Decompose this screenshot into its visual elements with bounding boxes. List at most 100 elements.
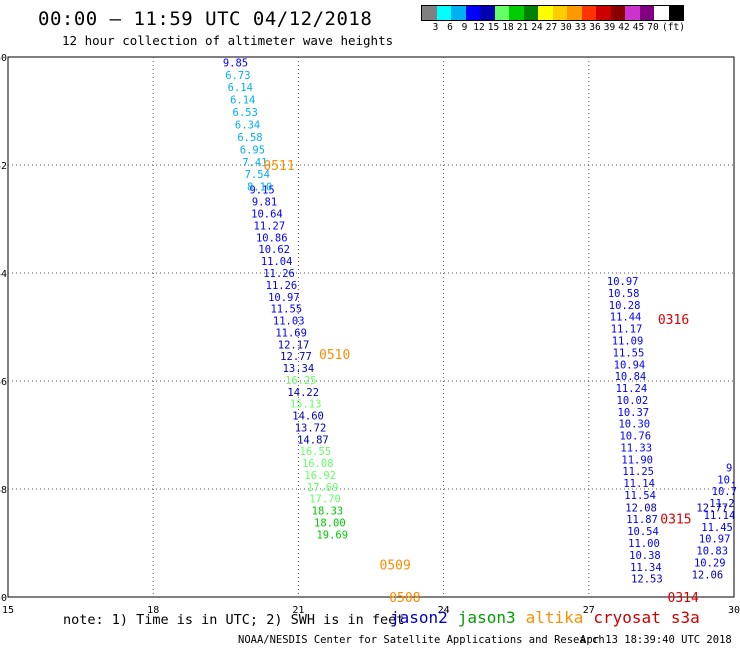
- wave-height-label: 11.03: [273, 316, 305, 328]
- wave-height-label: 17.70: [309, 494, 341, 506]
- color-swatch: [480, 6, 495, 20]
- color-scale-label: 42: [618, 22, 630, 33]
- wave-height-label: 11.25: [622, 466, 654, 478]
- wave-height-label: 12.06: [692, 569, 724, 581]
- color-swatch: [422, 6, 437, 20]
- wave-height-label: 9.81: [252, 197, 277, 209]
- color-swatch: [465, 6, 480, 20]
- wave-height-label: 19.69: [316, 529, 348, 541]
- wave-height-label: 10.37: [618, 407, 650, 419]
- color-scale-label: 15: [487, 22, 500, 33]
- wave-height-label: 12.77: [696, 502, 728, 514]
- wave-height-label: 11.54: [624, 490, 656, 502]
- y-tick-label: -42: [0, 161, 7, 172]
- wave-height-label: 11.69: [275, 327, 307, 339]
- color-scale-label: 39: [603, 22, 616, 33]
- wave-height-label: 9: [726, 462, 732, 474]
- x-tick-label: 24: [438, 605, 450, 616]
- color-swatch: [668, 6, 683, 20]
- color-swatch: [509, 6, 524, 20]
- wave-height-label: 10.38: [629, 550, 661, 562]
- color-scale-label: 30: [560, 22, 572, 33]
- color-swatch: [581, 6, 596, 20]
- pass-time-label: 0314: [668, 591, 699, 606]
- color-scale-labels: 3 6 9 12 15 18 21 24 27 30 33 36 39 42 45 70 (ft): [421, 22, 740, 34]
- wave-height-label: 12.53: [631, 574, 663, 586]
- wave-height-label: 10.94: [614, 359, 646, 371]
- color-scale-label: 9: [461, 22, 468, 33]
- pass-time-label: 0316: [658, 313, 689, 328]
- color-scale-label: 36: [589, 22, 601, 33]
- wave-height-label: 16.92: [304, 470, 336, 482]
- color-scale-label: 18: [502, 22, 514, 33]
- y-tick-label: -40: [0, 53, 7, 64]
- wave-height-label: 10.97: [268, 292, 300, 304]
- wave-height-label: 11.55: [613, 347, 645, 359]
- wave-height-label: 10.76: [619, 431, 651, 443]
- color-scale-bar: [421, 5, 684, 21]
- y-tick-label: -44: [0, 269, 7, 280]
- color-swatch: [625, 6, 640, 20]
- wave-height-label: 6.53: [233, 107, 258, 119]
- wave-height-label: 10.: [717, 474, 736, 486]
- wave-height-label: 7.41: [242, 157, 267, 169]
- wave-height-label: 12.17: [278, 339, 310, 351]
- color-swatch: [494, 6, 509, 20]
- wave-height-label: 18.33: [312, 506, 344, 518]
- wave-height-label: 9.85: [223, 57, 248, 69]
- color-scale-label: 45: [632, 22, 645, 33]
- wave-height-label: 13.34: [283, 363, 315, 375]
- map-subtitle: 12 hour collection of altimeter wave hei…: [62, 33, 394, 48]
- wave-height-label: 18.00: [314, 517, 346, 529]
- wave-height-label: 10.54: [627, 526, 659, 538]
- y-tick-label: -50: [0, 593, 7, 604]
- x-tick-label: 21: [292, 605, 304, 616]
- wave-height-label: 12.77: [280, 351, 312, 363]
- wave-height-label: 14.60: [292, 411, 324, 423]
- wave-height-label: 13.72: [295, 422, 327, 434]
- wave-height-label: 11.27: [254, 220, 286, 232]
- wave-height-label: 12.08: [625, 502, 657, 514]
- color-scale-label: 6: [447, 22, 453, 33]
- legend-item-jason2: jason2: [390, 608, 448, 627]
- wave-height-label: 8.10: [247, 182, 272, 194]
- wave-height-label: 14.22: [287, 387, 319, 399]
- wave-height-label: 11.90: [621, 454, 653, 466]
- wave-height-label: 16.55: [300, 446, 332, 458]
- wave-height-label: 16.08: [302, 458, 334, 470]
- color-scale-label: 27: [545, 22, 558, 33]
- wave-height-label: 6.34: [235, 120, 260, 132]
- y-tick-label: -48: [0, 485, 7, 496]
- color-scale-label: 21: [516, 22, 529, 33]
- color-swatch: [436, 6, 451, 20]
- wave-height-label: 10.30: [618, 419, 650, 431]
- wave-height-label: 10.83: [696, 546, 728, 558]
- wave-height-label: 6.73: [225, 70, 250, 82]
- color-swatch: [523, 6, 538, 20]
- wave-height-label: 11.17: [611, 324, 643, 336]
- wave-height-label: 11.26: [263, 268, 295, 280]
- color-scale-label: 33: [574, 22, 587, 33]
- wave-height-label: 6.95: [240, 144, 265, 156]
- wave-height-label: 17.69: [307, 482, 339, 494]
- x-tick-label: 27: [583, 605, 595, 616]
- wave-height-label: 11.04: [261, 256, 293, 268]
- pass-time-label: 0508: [389, 591, 420, 606]
- wave-height-label: 10.84: [615, 371, 647, 383]
- color-swatch: [596, 6, 611, 20]
- wave-height-label: 11.44: [610, 312, 642, 324]
- wave-height-label: 10.58: [608, 288, 640, 300]
- wave-height-label: 11.55: [270, 304, 302, 316]
- wave-height-label: 10.97: [607, 276, 639, 288]
- x-tick-label: 30: [728, 605, 740, 616]
- color-scale-label: 24: [531, 22, 543, 33]
- wave-height-label: 11.33: [620, 442, 652, 454]
- wave-height-label: 9.15: [249, 184, 274, 196]
- pass-time-label: 0509: [380, 559, 411, 574]
- wave-height-label: 11.14: [623, 478, 655, 490]
- wave-height-label: 11.87: [626, 514, 658, 526]
- wave-height-label: 15.13: [290, 399, 322, 411]
- pass-time-label: 0315: [660, 513, 691, 528]
- wave-height-label: 11.00: [628, 538, 660, 550]
- legend-item-jason3: jason3: [457, 608, 516, 627]
